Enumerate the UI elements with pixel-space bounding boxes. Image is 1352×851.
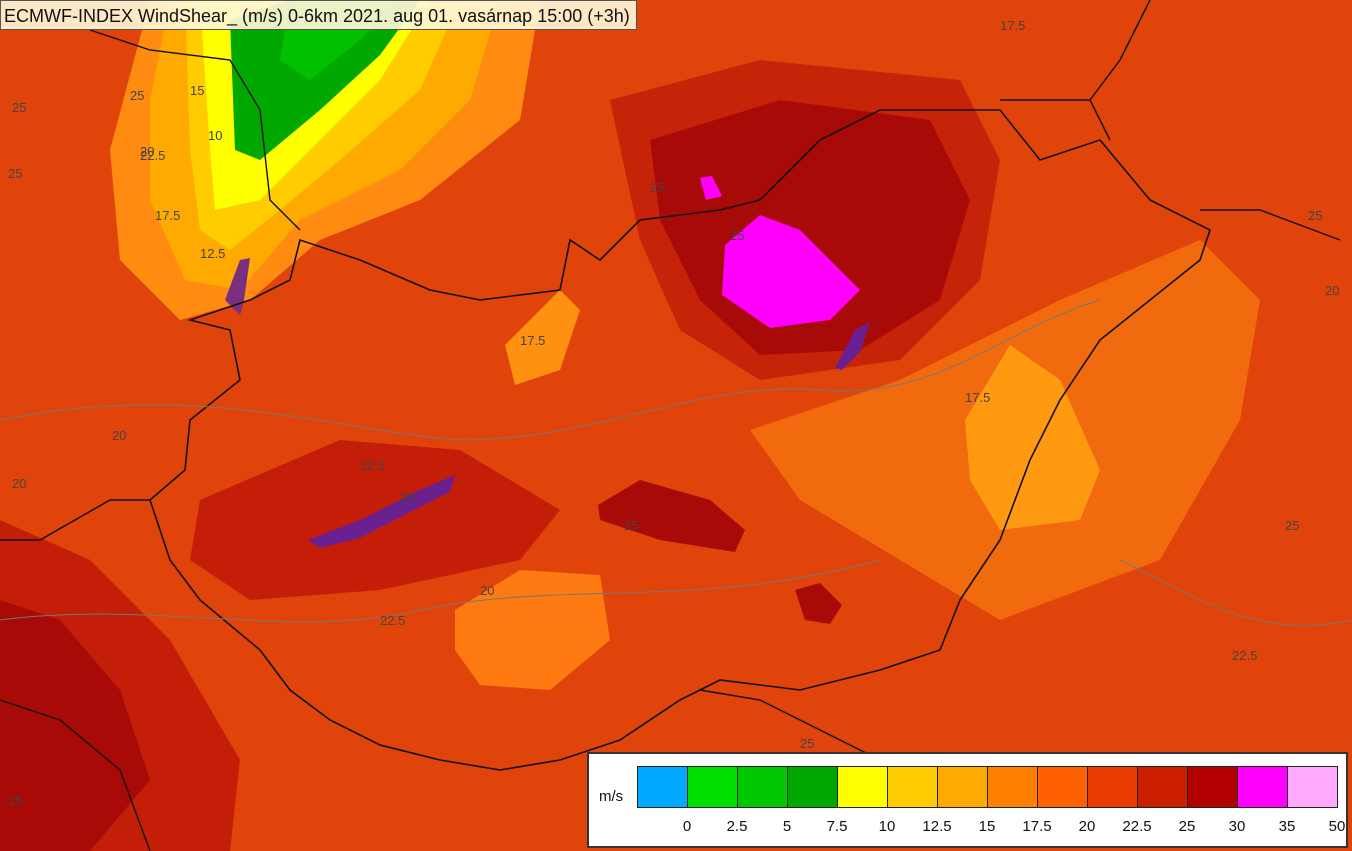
legend-swatch bbox=[638, 767, 688, 807]
legend-swatch bbox=[738, 767, 788, 807]
contour-label: 25 bbox=[8, 166, 22, 181]
contour-label: 20 bbox=[400, 490, 414, 505]
legend-unit: m/s bbox=[599, 788, 624, 805]
legend-tick-labels: 0 2.5 5 7.5 10 12.5 15 17.5 20 22.5 25 30 35 50 bbox=[637, 818, 1346, 838]
field-20-south bbox=[455, 570, 610, 690]
contour-line bbox=[0, 299, 1101, 441]
field-30-central bbox=[598, 480, 745, 552]
legend-swatch bbox=[888, 767, 938, 807]
legend-swatch bbox=[838, 767, 888, 807]
field-17-5-east bbox=[965, 345, 1100, 530]
legend-swatch bbox=[938, 767, 988, 807]
contour-label: 20 bbox=[140, 144, 154, 159]
field-30-southwest bbox=[0, 600, 150, 851]
country-border bbox=[149, 109, 1211, 771]
legend-swatch bbox=[688, 767, 738, 807]
lake-balaton bbox=[308, 475, 455, 548]
contour-label: 20 bbox=[1325, 283, 1339, 298]
contour-label: 17.5 bbox=[155, 208, 180, 223]
legend-tick-label: 25 bbox=[1178, 818, 1196, 835]
map-title: ECMWF-INDEX WindShear_ (m/s) 0-6km 2021.… bbox=[0, 0, 637, 30]
contour-label: 25 bbox=[8, 793, 22, 808]
legend-swatch bbox=[1188, 767, 1238, 807]
contour-line bbox=[0, 559, 881, 623]
field-35-north bbox=[722, 215, 860, 328]
contour-label: 15 bbox=[190, 83, 204, 98]
legend-tick-label: 0 bbox=[682, 818, 692, 835]
contour-label: 12.5 bbox=[200, 246, 225, 261]
contour-line bbox=[1119, 559, 1352, 626]
contour-label: 25 bbox=[1285, 518, 1299, 533]
field-30-central-south bbox=[795, 583, 842, 624]
contour-label: 17.5 bbox=[1000, 18, 1025, 33]
contour-label: 22.5 bbox=[380, 613, 405, 628]
legend-tick-label: 2.5 bbox=[726, 818, 748, 835]
legend-swatch bbox=[988, 767, 1038, 807]
legend-tick-label: 5 bbox=[782, 818, 792, 835]
legend-tick-label: 7.5 bbox=[826, 818, 848, 835]
contour-label: 20 bbox=[112, 428, 126, 443]
legend-tick-label: 50 bbox=[1328, 818, 1346, 835]
legend-swatch bbox=[1238, 767, 1288, 807]
contour-label: 25 bbox=[650, 180, 664, 195]
legend-swatch bbox=[788, 767, 838, 807]
lake-north bbox=[835, 322, 870, 370]
legend-swatch bbox=[1288, 767, 1337, 807]
legend-tick-label: 20 bbox=[1078, 818, 1096, 835]
legend-tick-label: 17.5 bbox=[1022, 818, 1052, 835]
contour-label: 17.5 bbox=[965, 390, 990, 405]
country-border-north bbox=[89, 0, 1341, 241]
contour-label: 25 bbox=[130, 88, 144, 103]
field-17-5-central bbox=[505, 290, 580, 385]
legend-tick-label: 10 bbox=[878, 818, 896, 835]
legend-swatch bbox=[1088, 767, 1138, 807]
contour-label: 25 bbox=[12, 100, 26, 115]
field-7-5-northwest bbox=[230, 0, 420, 160]
legend-color-scale bbox=[637, 766, 1338, 808]
legend-tick-label: 30 bbox=[1228, 818, 1246, 835]
color-legend: m/s 0 2.5 5 7.5 10 12.5 15 17.5 20 22.5 25 30 35 50 bbox=[587, 752, 1348, 848]
legend-swatch bbox=[1038, 767, 1088, 807]
contour-label: 20 bbox=[12, 476, 26, 491]
contour-label: 22.5 bbox=[140, 148, 165, 163]
legend-tick-label: 22.5 bbox=[1122, 818, 1152, 835]
contour-label: 22.5 bbox=[1232, 648, 1257, 663]
legend-tick-label: 35 bbox=[1278, 818, 1296, 835]
lake-west bbox=[225, 258, 250, 315]
contour-label: 25 bbox=[730, 228, 744, 243]
contour-label: 22.5 bbox=[360, 458, 385, 473]
contour-label: 20 bbox=[480, 583, 494, 598]
field-35-north-small bbox=[700, 176, 722, 200]
contour-label: 25 bbox=[1308, 208, 1322, 223]
legend-tick-label: 15 bbox=[978, 818, 996, 835]
contour-label: 17.5 bbox=[520, 333, 545, 348]
contour-label: 25 bbox=[624, 518, 638, 533]
contour-label: 10 bbox=[208, 128, 222, 143]
legend-swatch bbox=[1138, 767, 1188, 807]
contour-label: 25 bbox=[800, 736, 814, 751]
legend-tick-label: 12.5 bbox=[922, 818, 952, 835]
